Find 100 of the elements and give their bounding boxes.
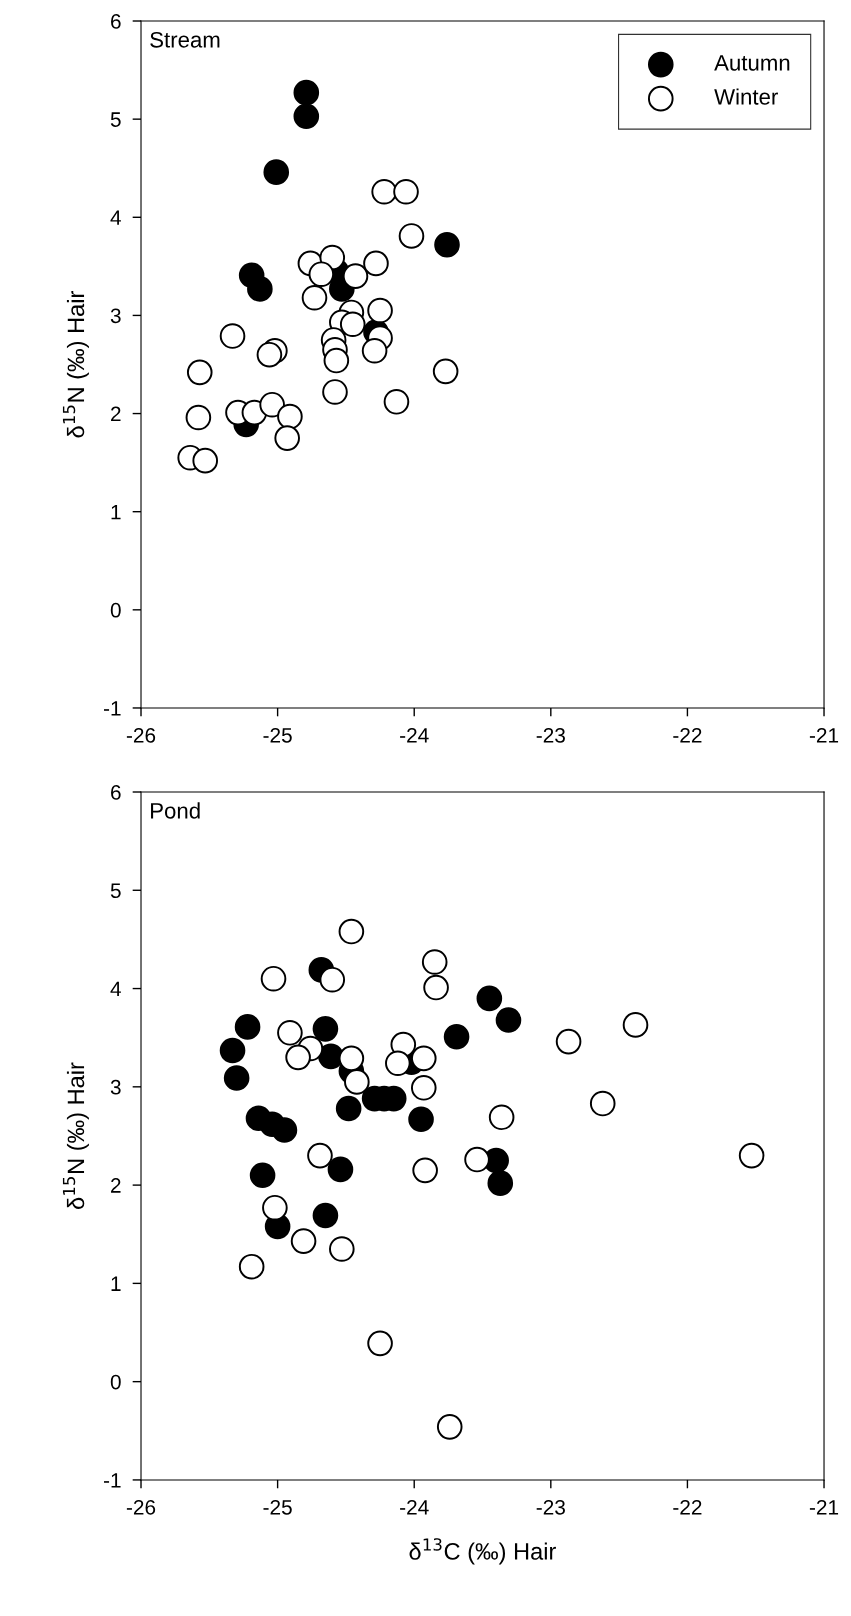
point [338,1045,365,1072]
point [290,1228,317,1254]
point [432,358,459,385]
point [256,341,283,368]
point [185,404,212,431]
point [219,1037,246,1064]
point [277,1019,303,1046]
point [393,178,419,205]
point [262,1194,288,1221]
x-axis-title: δ$^{13}$C (‰) Hair [409,1538,556,1565]
point [476,985,503,1012]
point [436,1414,463,1440]
point [312,1202,339,1229]
point [263,159,290,185]
point [408,1106,434,1133]
y-tick-label: -1 [103,701,121,716]
y-tick-label: -1 [103,1473,121,1488]
y-tick-label: 5 [110,112,121,127]
y-tick-label: 1 [111,504,121,520]
point [339,311,366,338]
legend-label: Autumn [714,55,790,71]
annotation: Pond [151,802,200,819]
x-tick-label: -26 [126,1499,156,1515]
point [398,223,425,249]
legend-label: Winter [714,88,778,105]
x-tick-label: -23 [536,727,565,743]
annotation: Stream [150,31,220,48]
x-tick-label: -21 [809,727,839,743]
point [322,379,348,405]
point [219,323,246,349]
x-tick-label: -23 [536,1499,565,1515]
x-tick-label: -25 [263,1499,292,1515]
point [488,1104,515,1131]
point [622,1012,649,1038]
y-axis-title: δ$^{15}$N (‰) Hair [62,291,89,438]
point [342,263,369,289]
point [335,1095,362,1122]
point [277,403,303,430]
x-tick-label: -25 [263,727,292,743]
point [274,425,300,451]
x-tick-label: -22 [673,727,702,743]
point [192,447,219,474]
x-tick-label: -26 [126,727,156,743]
y-tick-label: 0 [110,1374,121,1390]
point [344,1069,370,1095]
point [371,178,397,205]
point [423,974,449,1001]
point [271,1117,298,1143]
x-tick-label: -22 [673,1499,702,1515]
point [293,79,320,106]
y-tick-label: 3 [110,308,121,324]
x-tick-label: -24 [400,1499,429,1515]
point [383,388,410,415]
point [367,1330,393,1357]
point [319,966,346,993]
point [260,965,287,992]
point [323,347,350,374]
point [555,1028,582,1055]
point [410,1045,437,1072]
point [410,1075,437,1101]
point [301,284,328,311]
point [589,1090,616,1117]
x-tick-label: -24 [400,727,429,743]
point [495,1007,522,1033]
point [464,1146,490,1173]
point [329,1236,355,1262]
point [249,1162,276,1189]
point [238,1253,265,1280]
point [312,1016,339,1042]
point [421,949,448,975]
point [259,391,285,418]
y-tick-label: 4 [110,210,121,225]
point [363,250,389,277]
y-tick-label: 6 [111,785,121,800]
y-tick-label: 3 [110,1079,121,1095]
point [738,1142,765,1169]
point [307,1142,333,1169]
y-tick-label: 0 [110,602,121,618]
y-tick-label: 2 [111,406,121,422]
x-tick-label: -21 [809,1499,839,1515]
point [361,337,388,364]
y-tick-label: 1 [111,1276,121,1291]
point [327,1156,354,1183]
point [338,918,365,945]
y-tick-label: 6 [111,14,121,29]
point [247,276,273,302]
y-tick-label: 4 [110,981,121,997]
point [186,359,213,386]
point [293,103,320,129]
point [487,1170,514,1196]
point [434,231,460,258]
point [285,1044,311,1071]
point [443,1023,470,1050]
y-tick-label: 2 [111,1178,121,1193]
point [412,1157,438,1184]
point [367,297,393,324]
point [223,1065,250,1091]
point [234,1014,261,1040]
point [385,1050,411,1077]
y-axis-title: δ$^{15}$N (‰) Hair [62,1062,89,1209]
